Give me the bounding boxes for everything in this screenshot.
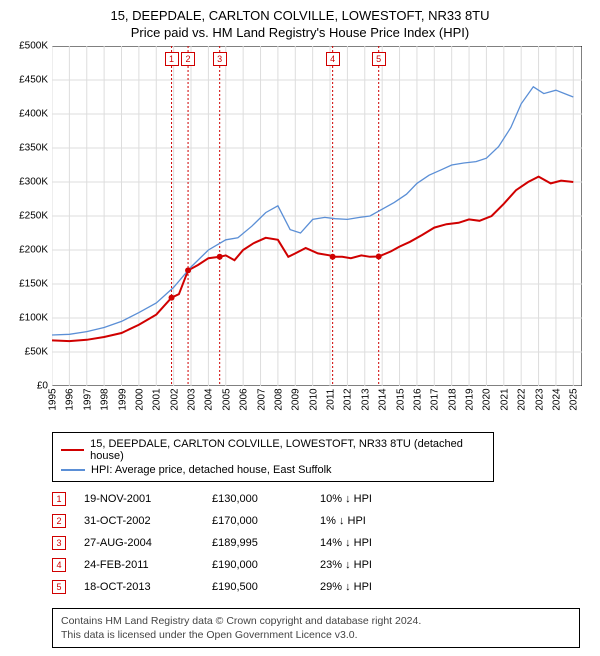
txn-date: 19-NOV-2001 [84,493,194,505]
txn-marker: 5 [52,580,66,594]
x-axis-label: 2009 [291,388,302,410]
x-axis-label: 2013 [360,388,371,410]
txn-price: £189,995 [212,537,302,549]
legend-swatch [61,449,84,451]
y-axis-label: £100K [19,313,48,324]
x-axis-label: 2025 [569,388,580,410]
x-axis-label: 2000 [135,388,146,410]
x-axis-label: 2007 [256,388,267,410]
marker-1: 1 [165,52,179,66]
x-axis-label: 2003 [187,388,198,410]
y-axis-label: £400K [19,109,48,120]
legend-label: HPI: Average price, detached house, East… [91,464,332,476]
x-axis-label: 2015 [395,388,406,410]
marker-4: 4 [326,52,340,66]
x-axis-label: 2001 [152,388,163,410]
footer-line-1: Contains HM Land Registry data © Crown c… [61,614,571,628]
y-axis-label: £500K [19,41,48,52]
transaction-row: 5 18-OCT-2013 £190,500 29% ↓ HPI [52,576,590,598]
y-axis-label: £200K [19,245,48,256]
footer-line-2: This data is licensed under the Open Gov… [61,628,571,642]
chart-area: £0 £50K £100K £150K £200K £250K £300K £350K £400… [10,46,590,426]
title-block: 15, DEEPDALE, CARLTON COLVILLE, LOWESTOF… [10,8,590,40]
title-line-1: 15, DEEPDALE, CARLTON COLVILLE, LOWESTOF… [10,8,590,23]
txn-diff: 23% ↓ HPI [320,559,430,571]
y-axis-label: £250K [19,211,48,222]
marker-3: 3 [213,52,227,66]
x-axis-label: 2005 [221,388,232,410]
x-axis-label: 2017 [430,388,441,410]
txn-date: 31-OCT-2002 [84,515,194,527]
x-axis-label: 2022 [517,388,528,410]
txn-marker: 3 [52,536,66,550]
x-axis-label: 2021 [499,388,510,410]
x-axis-label: 2002 [169,388,180,410]
y-axis-label: £450K [19,75,48,86]
x-axis-label: 1999 [117,388,128,410]
y-axis-label: £350K [19,143,48,154]
x-axis-label: 2018 [447,388,458,410]
legend-label: 15, DEEPDALE, CARLTON COLVILLE, LOWESTOF… [90,438,485,462]
txn-marker: 4 [52,558,66,572]
transaction-table: 1 19-NOV-2001 £130,000 10% ↓ HPI 2 31-OCT-200… [52,488,590,598]
x-axis-label: 2014 [378,388,389,410]
x-axis-label: 2010 [308,388,319,410]
txn-price: £190,500 [212,581,302,593]
txn-marker: 1 [52,492,66,506]
marker-2: 2 [181,52,195,66]
txn-diff: 1% ↓ HPI [320,515,430,527]
y-axis-label: £300K [19,177,48,188]
txn-diff: 29% ↓ HPI [320,581,430,593]
legend-item: HPI: Average price, detached house, East… [61,463,485,477]
x-axis-label: 2019 [465,388,476,410]
x-axis-label: 2006 [239,388,250,410]
transaction-row: 1 19-NOV-2001 £130,000 10% ↓ HPI [52,488,590,510]
txn-price: £130,000 [212,493,302,505]
x-axis-label: 2024 [552,388,563,410]
legend-swatch [61,469,85,471]
txn-date: 27-AUG-2004 [84,537,194,549]
txn-marker: 2 [52,514,66,528]
x-axis-label: 1998 [100,388,111,410]
x-axis-label: 2011 [325,389,336,411]
txn-date: 18-OCT-2013 [84,581,194,593]
legend: 15, DEEPDALE, CARLTON COLVILLE, LOWESTOF… [52,432,494,482]
title-line-2: Price paid vs. HM Land Registry's House … [10,25,590,40]
transaction-row: 4 24-FEB-2011 £190,000 23% ↓ HPI [52,554,590,576]
y-axis-label: £150K [19,279,48,290]
transaction-row: 3 27-AUG-2004 £189,995 14% ↓ HPI [52,532,590,554]
y-axis-label: £50K [25,347,48,358]
txn-price: £190,000 [212,559,302,571]
x-axis-label: 1995 [48,388,59,410]
txn-diff: 10% ↓ HPI [320,493,430,505]
txn-date: 24-FEB-2011 [84,559,194,571]
transaction-row: 2 31-OCT-2002 £170,000 1% ↓ HPI [52,510,590,532]
x-axis-label: 2020 [482,388,493,410]
marker-5: 5 [372,52,386,66]
legend-item: 15, DEEPDALE, CARLTON COLVILLE, LOWESTOF… [61,437,485,463]
x-axis-label: 2012 [343,388,354,410]
y-axis-label: £0 [37,381,48,392]
txn-diff: 14% ↓ HPI [320,537,430,549]
x-axis-label: 1997 [82,388,93,410]
x-axis-label: 2008 [274,388,285,410]
x-axis-label: 2023 [534,388,545,410]
x-axis-label: 1996 [65,388,76,410]
x-axis-label: 2004 [204,388,215,410]
chart-container: 15, DEEPDALE, CARLTON COLVILLE, LOWESTOF… [0,0,600,656]
footer-attribution: Contains HM Land Registry data © Crown c… [52,608,580,648]
txn-price: £170,000 [212,515,302,527]
plot-svg [52,46,582,386]
x-axis-label: 2016 [413,388,424,410]
